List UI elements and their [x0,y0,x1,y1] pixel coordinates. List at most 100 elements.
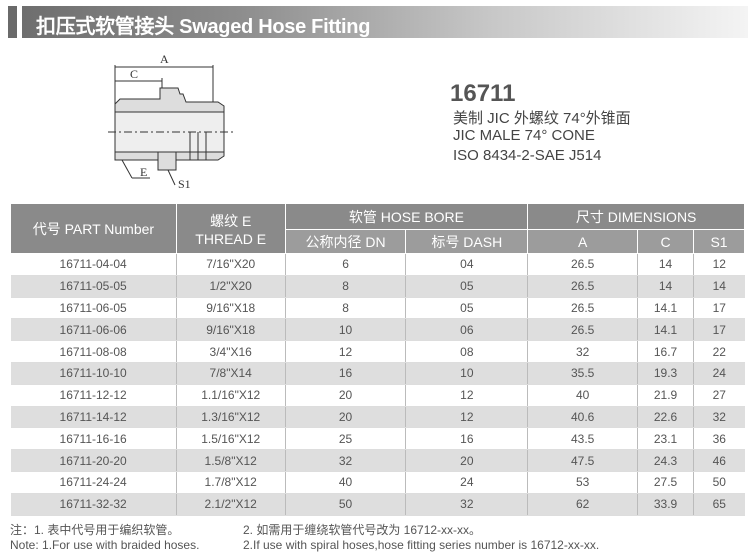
cell-a: 26.5 [527,275,638,298]
cell-s1: 17 [693,318,745,342]
header-s1: S1 [693,229,745,254]
cell-s1: 32 [693,406,745,429]
cell-c: 27.5 [637,471,694,494]
banner-bar [22,6,748,38]
header-dimensions: 尺寸 DIMENSIONS [527,203,745,230]
header-dn: 公称内径 DN [284,229,407,254]
cell-a: 35.5 [527,362,638,385]
cell-dash: 32 [405,493,528,516]
label-s1: S1 [178,177,191,191]
cell-part: 16711-05-05 [10,275,177,298]
cell-c: 33.9 [637,493,694,516]
cell-a: 26.5 [527,318,638,342]
cell-s1: 50 [693,471,745,494]
fitting-drawing: A C E S1 [108,52,235,191]
spec-table: 代号 PART Number 螺纹 E THREAD E 软管 HOSE BORE… [10,203,745,516]
cell-c: 14.1 [637,297,694,320]
table-row: 16711-06-05 9/16"X18 8 05 26.5 14.1 17 [10,297,745,320]
cell-dn: 20 [284,384,406,407]
cell-dash: 10 [405,362,528,385]
cell-c: 22.6 [637,406,694,429]
cell-a: 62 [527,493,638,516]
cell-dash: 20 [405,449,528,472]
table-row: 16711-24-24 1.7/8"X12 40 24 53 27.5 50 [10,471,745,494]
cell-part: 16711-06-05 [10,297,177,320]
cell-thread: 1.5/8"X12 [175,449,286,472]
cell-dash: 05 [405,297,528,320]
title-banner: 扣压式软管接头 Swaged Hose Fitting [8,6,748,38]
cell-a: 40 [527,384,638,407]
cell-dash: 24 [405,471,528,494]
cell-thread: 1.3/16"X12 [175,406,286,429]
header-thread-en: THREAD E [195,230,267,247]
table-row: 16711-04-04 7/16"X20 6 04 26.5 14 12 [10,253,745,276]
cell-part: 16711-12-12 [10,384,177,407]
cell-s1: 17 [693,297,745,320]
cell-dn: 25 [284,427,406,451]
cell-thread: 1.5/16"X12 [175,427,286,451]
cell-a: 26.5 [527,297,638,320]
cell-s1: 36 [693,427,745,451]
cell-s1: 24 [693,362,745,385]
cell-dn: 6 [284,253,406,276]
cell-part: 16711-24-24 [10,471,177,494]
standard: ISO 8434-2-SAE J514 [453,147,602,164]
cell-s1: 65 [693,493,745,516]
cell-part: 16711-10-10 [10,362,177,385]
header-dash: 标号 DASH [405,229,529,254]
page-title: 扣压式软管接头 Swaged Hose Fitting [36,16,371,38]
table-row: 16711-20-20 1.5/8"X12 32 20 47.5 24.3 46 [10,449,745,472]
cell-thread: 9/16"X18 [175,318,286,342]
table-row: 16711-12-12 1.1/16"X12 20 12 40 21.9 27 [10,384,745,407]
cell-part: 16711-08-08 [10,340,177,363]
label-a: A [160,52,169,66]
cell-a: 32 [527,340,638,363]
note-en-2: 2.If use with spiral hoses,hose fitting … [243,538,600,552]
cell-thread: 1.7/8"X12 [175,471,286,494]
cell-dn: 20 [284,406,406,429]
cell-dash: 05 [405,275,528,298]
label-c: C [130,67,138,81]
cell-part: 16711-16-16 [10,427,177,451]
cell-c: 21.9 [637,384,694,407]
header-part-number: 代号 PART Number [10,203,177,254]
cell-thread: 2.1/2"X12 [175,493,286,516]
cell-a: 47.5 [527,449,638,472]
note-cn-1: 注：1. 表中代号用于编织软管。 [10,523,180,537]
cell-a: 43.5 [527,427,638,451]
cell-part: 16711-06-06 [10,318,177,342]
cell-thread: 7/8"X14 [175,362,286,385]
table-row: 16711-05-05 1/2"X20 8 05 26.5 14 14 [10,275,745,298]
cell-dn: 32 [284,449,406,472]
cell-dash: 12 [405,384,528,407]
note-en-1: Note: 1.For use with braided hoses. [10,538,200,552]
cell-part: 16711-32-32 [10,493,177,516]
cell-dash: 06 [405,318,528,342]
cell-dash: 16 [405,427,528,451]
cell-c: 14 [637,253,694,276]
cell-s1: 27 [693,384,745,407]
header-c: C [637,229,695,254]
cell-s1: 22 [693,340,745,363]
cell-c: 16.7 [637,340,694,363]
cell-dn: 8 [284,275,406,298]
cell-dn: 12 [284,340,406,363]
cell-part: 16711-14-12 [10,406,177,429]
header-a: A [527,229,639,254]
desc-en: JIC MALE 74° CONE [453,127,595,144]
table-row: 16711-06-06 9/16"X18 10 06 26.5 14.1 17 [10,318,745,342]
table-row: 16711-14-12 1.3/16"X12 20 12 40.6 22.6 32 [10,406,745,429]
header-thread-cn: 螺纹 E [210,212,252,229]
table-row: 16711-16-16 1.5/16"X12 25 16 43.5 23.1 36 [10,427,745,451]
cell-thread: 3/4"X16 [175,340,286,363]
table-row: 16711-10-10 7/8"X14 16 10 35.5 19.3 24 [10,362,745,385]
note-cn-2: 2. 如需用于缠绕软管代号改为 16712-xx-xx。 [243,523,482,537]
header-hose-bore: 软管 HOSE BORE [284,203,529,230]
cell-dn: 50 [284,493,406,516]
cell-dash: 08 [405,340,528,363]
cell-dn: 16 [284,362,406,385]
cell-dn: 8 [284,297,406,320]
cell-a: 40.6 [527,406,638,429]
cell-c: 19.3 [637,362,694,385]
cell-s1: 12 [693,253,745,276]
